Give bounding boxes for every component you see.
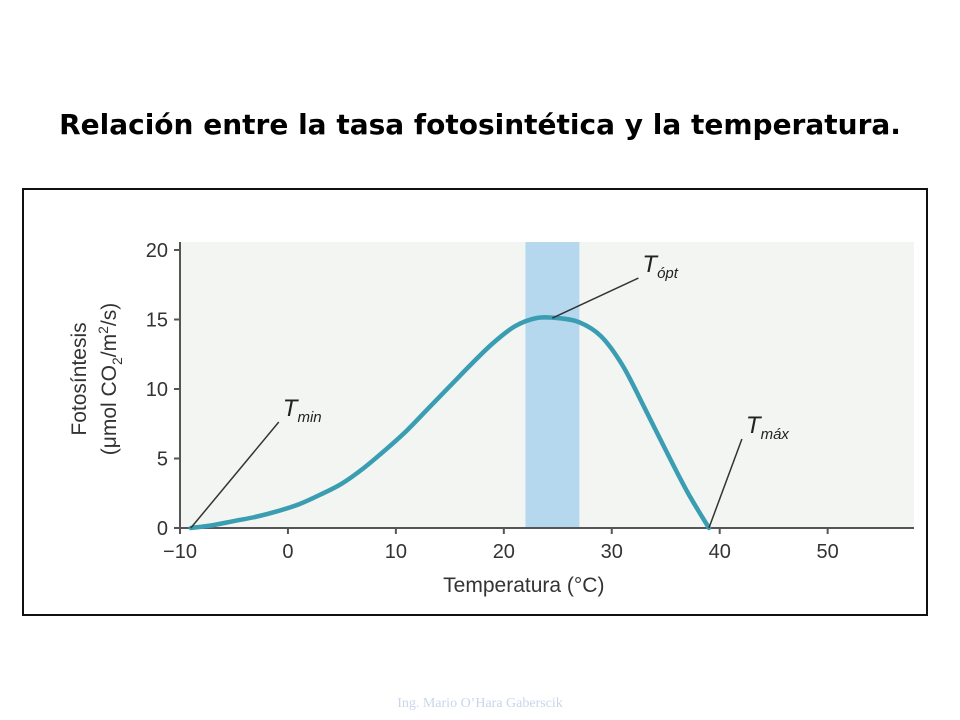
chart-frame: −10 0 10 20 30 40 50 0 5 10 15 20 Tmin Tópt Tmáx Temp… [22, 188, 928, 616]
x-tick-label: 40 [709, 541, 731, 563]
y-tick-label: 10 [146, 379, 168, 401]
y-tick-label: 20 [146, 240, 168, 262]
slide-title: Relación entre la tasa fotosintética y l… [59, 108, 901, 141]
x-tick-label: 30 [601, 541, 623, 563]
y-axis-unit-mid: /m [98, 334, 121, 357]
annotation-t-opt: Tópt [552, 251, 679, 319]
optimum-band [525, 242, 580, 528]
y-tick-label: 0 [157, 518, 168, 540]
x-tick-label: −10 [163, 541, 197, 563]
y-tick-label: 15 [146, 310, 168, 332]
y-axis-title-line2: (μmol CO2/m2/s) [95, 303, 125, 456]
annotation-leader-line [190, 421, 280, 529]
x-tick-label: 50 [817, 541, 839, 563]
y-axis-unit-end: /s) [98, 303, 121, 326]
y-axis-unit-sub: 2 [109, 357, 125, 365]
x-tick-label: 20 [493, 541, 515, 563]
x-tick-label: 0 [282, 541, 293, 563]
y-axis-unit-sup: 2 [95, 326, 111, 334]
footer-credit: Ing. Mario O’Hara Gaberscik [397, 696, 563, 711]
y-axis-title-line1: Fotosíntesis [68, 322, 91, 435]
annotation-label: Tmáx [746, 412, 790, 443]
y-axis-title: Fotosíntesis (μmol CO2/m2/s) [68, 303, 125, 456]
annotation-label: Tmin [283, 395, 322, 426]
annotation-t-max: Tmáx [708, 412, 790, 529]
annotation-leader-line [552, 277, 639, 319]
x-tick-label: 10 [385, 541, 407, 563]
photosynthesis-curve [188, 315, 712, 531]
annotation-t-min: Tmin [190, 395, 322, 529]
annotation-label: Tópt [642, 251, 678, 282]
y-tick-label: 5 [157, 449, 168, 471]
annotation-leader-line [708, 438, 743, 529]
y-axis-unit-start: (μmol CO [98, 365, 121, 455]
x-axis-title: Temperatura (°C) [443, 574, 604, 597]
